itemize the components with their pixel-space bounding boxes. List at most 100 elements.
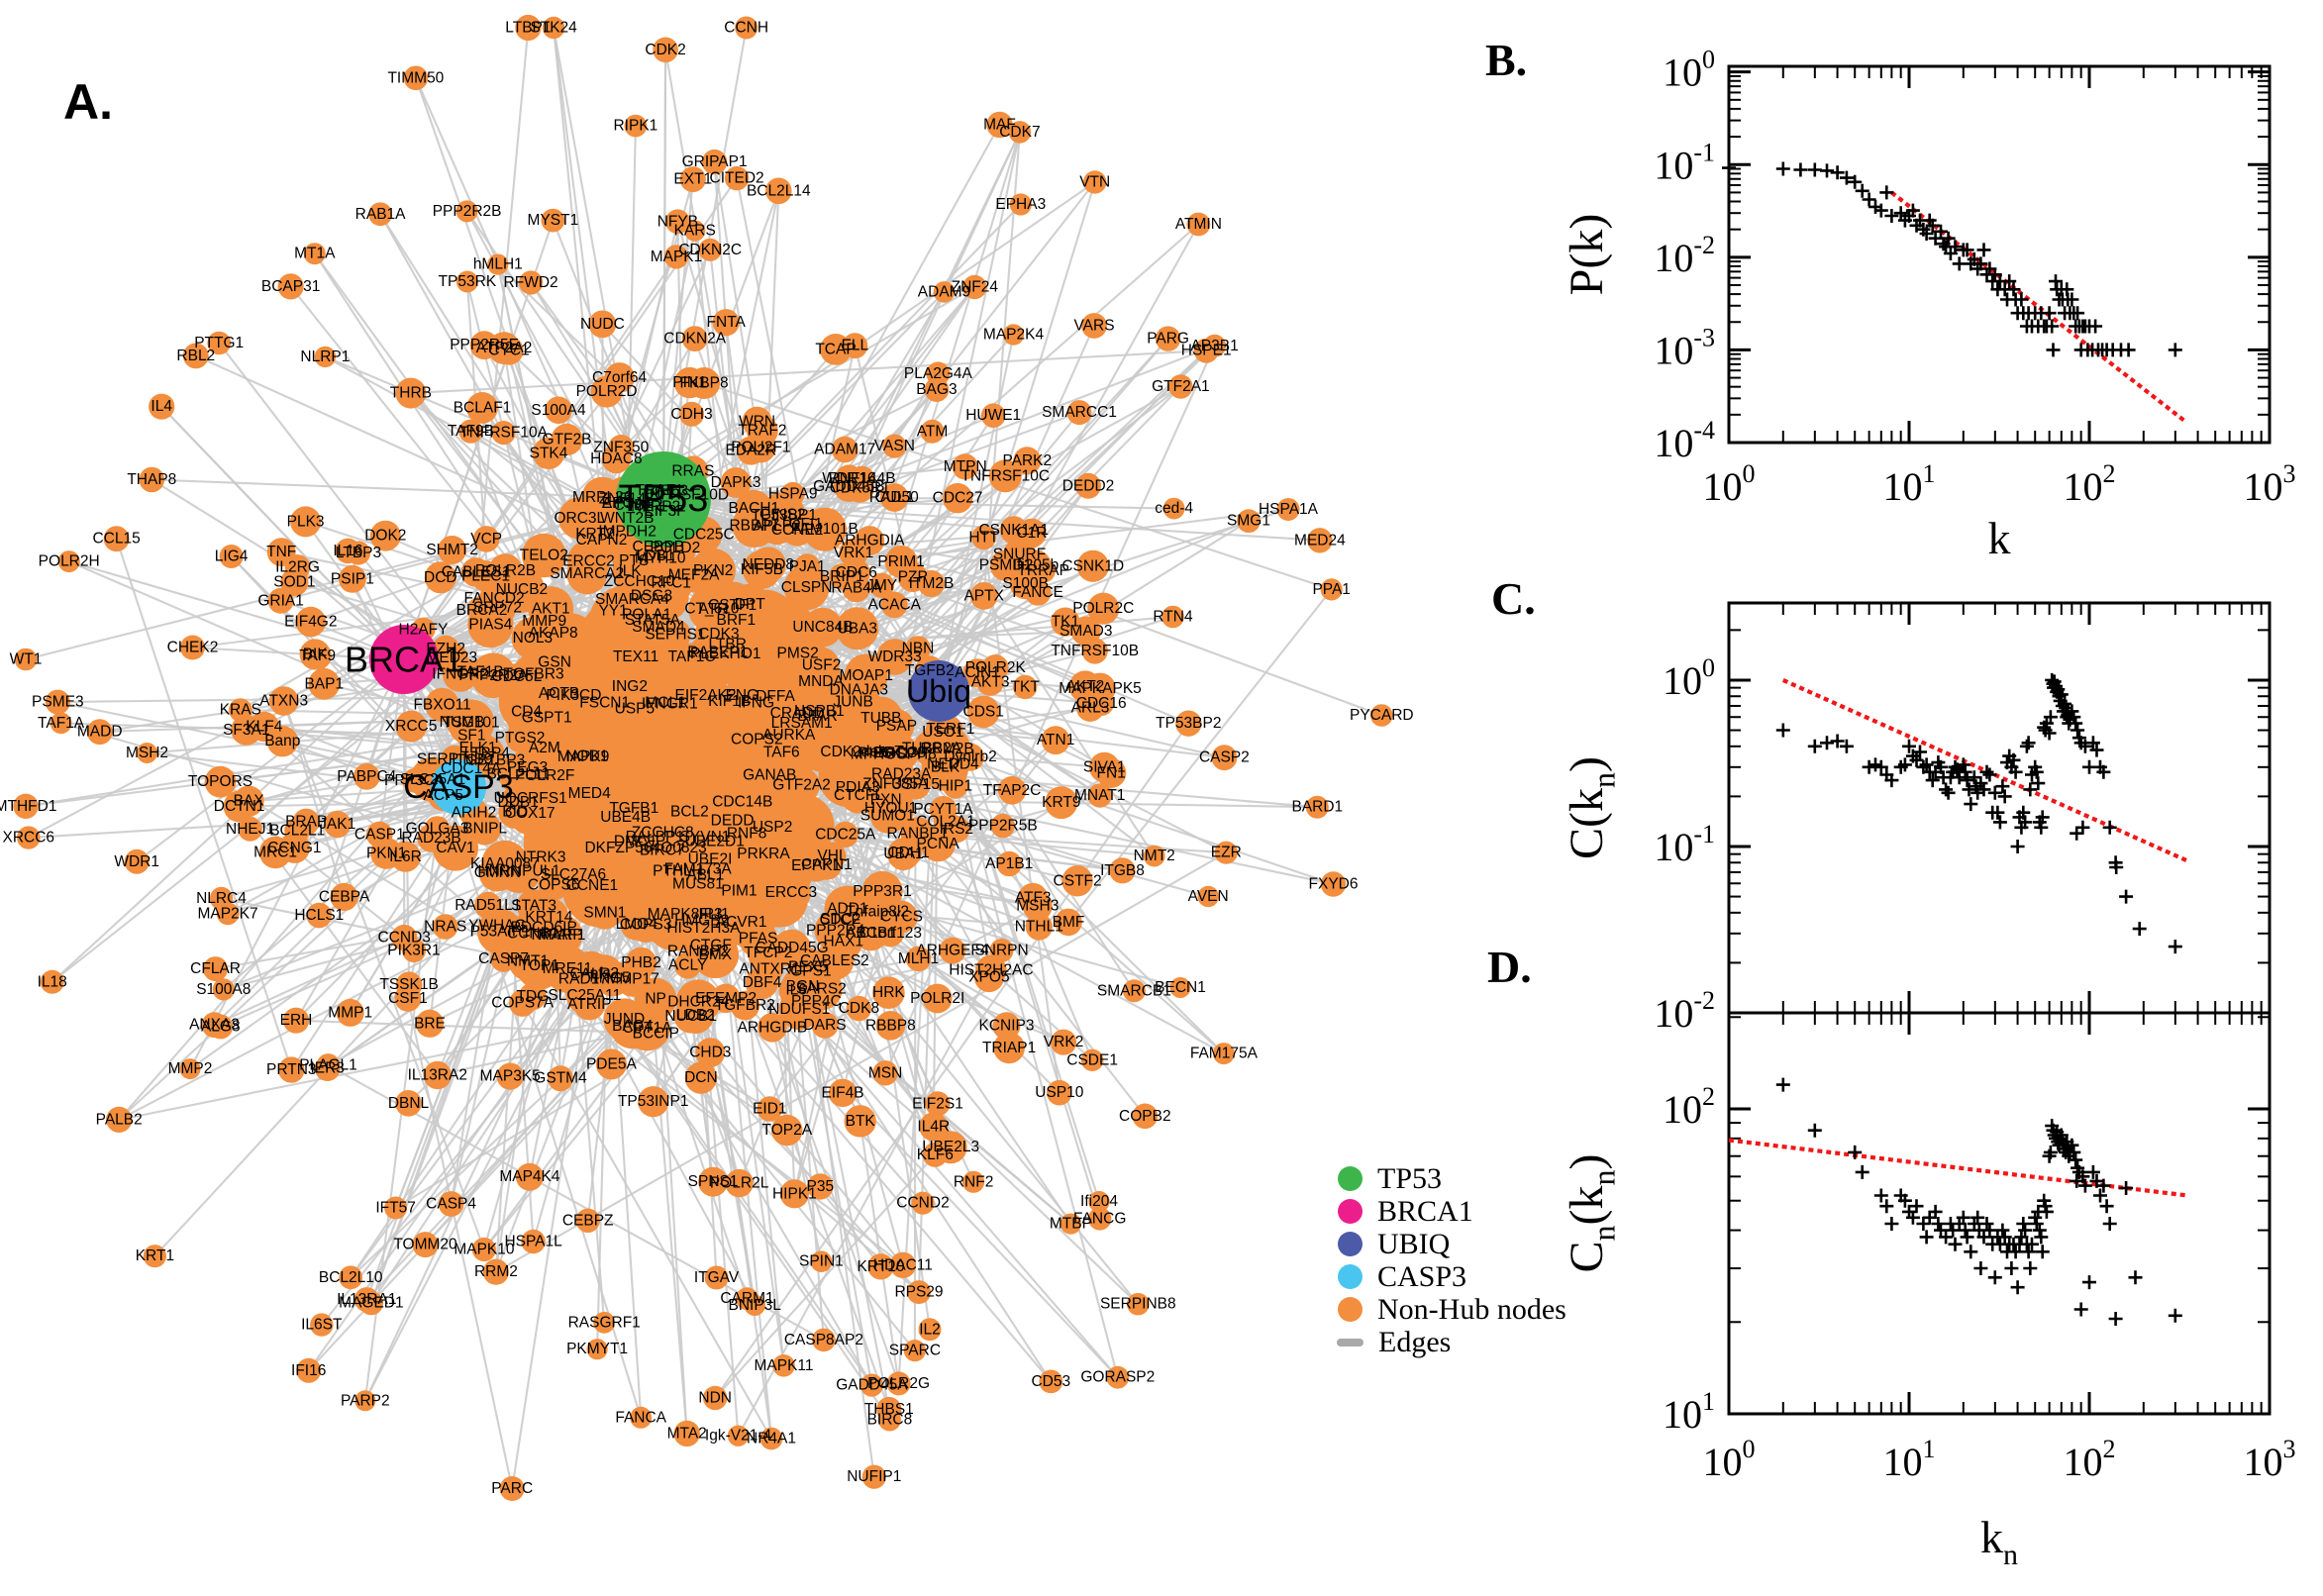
network-node-label: CAV1 <box>436 840 474 856</box>
network-node <box>1305 795 1329 819</box>
network-node-label: PDCD6IP <box>511 919 577 936</box>
network-node-label: AURKA <box>762 727 816 744</box>
network-node <box>542 16 565 40</box>
network-node-label: MPHOSPH8 <box>851 747 937 763</box>
network-node <box>920 419 945 444</box>
network-node <box>616 690 654 728</box>
plot-frame <box>1727 601 2272 1015</box>
network-node-label: RAB4A <box>831 579 881 596</box>
network-node-label: ATRIP <box>567 996 612 1013</box>
network-node <box>697 632 738 673</box>
network-node-label: BCL2 <box>670 804 709 821</box>
network-node-label: BARD1 <box>1291 799 1343 816</box>
nonhub-color-dot <box>1338 1297 1363 1322</box>
network-node-label: ACLY <box>668 957 707 974</box>
network-node-label: COX17 <box>505 805 556 822</box>
network-node-label: FAM173A <box>664 860 733 877</box>
network-node-label: THRB <box>390 385 432 402</box>
hub-node-label: BRCA1 <box>345 640 463 680</box>
network-node-label: SLC25A1 <box>400 771 465 788</box>
network-node-label: POLR2L <box>710 1175 769 1192</box>
network-node-label: GTF2B <box>543 432 592 449</box>
network-node <box>324 810 352 839</box>
network-node <box>925 1091 951 1117</box>
network-node-label: SPIN1 <box>799 1253 844 1270</box>
network-node-label: KRT2 <box>575 526 614 543</box>
network-node-label: Tnfaip8l2 <box>846 904 909 921</box>
network-node-label: RPS29 <box>894 1284 943 1301</box>
network-node-label: ACIN1 <box>955 664 1000 681</box>
network-node-label: PPP3CA <box>384 772 446 789</box>
network-node <box>703 1385 728 1411</box>
network-node-label: HNRNPUL1 <box>477 863 560 880</box>
network-node <box>867 1253 894 1280</box>
network-node <box>1203 334 1227 357</box>
network-node-label: MTPN <box>944 458 987 475</box>
network-node <box>180 635 205 660</box>
network-node-label: BIRC8 <box>867 1412 913 1429</box>
network-node <box>1276 498 1300 521</box>
network-node-label: NUDC <box>580 316 625 333</box>
network-node-label: CASP8AP2 <box>784 1332 863 1348</box>
network-node-label: CEBPZ <box>562 1212 614 1229</box>
network-node-label: TRRAP <box>1017 562 1069 579</box>
network-node-label: IER3 <box>310 1060 344 1077</box>
network-node-label: PSME3 <box>32 694 84 711</box>
network-node <box>1039 1369 1063 1394</box>
network-node-label: COPS7A <box>491 995 555 1012</box>
network-node-label: PIK3R1 <box>387 942 440 958</box>
network-node-label: AP3B1 <box>1190 338 1238 354</box>
network-node <box>919 1112 949 1142</box>
network-node <box>996 850 1022 877</box>
network-node-label: TGFBR3 <box>503 665 563 682</box>
network-node-label: TAF1B <box>457 664 504 681</box>
network-node <box>663 245 689 269</box>
network-node <box>962 274 987 300</box>
network-node <box>1009 193 1032 216</box>
network-node <box>1076 549 1109 582</box>
tp53-color-dot <box>1338 1166 1363 1191</box>
network-node-label: SNURF <box>993 547 1046 563</box>
network-node-label: CD53 <box>1031 1373 1070 1390</box>
network-node <box>395 377 427 409</box>
network-node <box>1162 605 1184 629</box>
network-node-label: USP5 <box>615 701 656 718</box>
network-node <box>966 695 1000 729</box>
network-node <box>679 850 716 887</box>
network-node-label: RFWD2 <box>504 274 558 291</box>
y-tick-label: 10-1 <box>1654 820 1715 869</box>
legend-item-label: Non-Hub nodes <box>1377 1292 1566 1326</box>
network-node <box>203 956 229 982</box>
network-node-label: IFNGR2 <box>432 666 488 683</box>
network-node <box>1081 638 1108 664</box>
network-node <box>872 976 905 1009</box>
network-node <box>1211 745 1238 771</box>
network-node-label: UBE2L3 <box>922 1139 979 1155</box>
network-node <box>290 506 322 538</box>
network-node <box>814 909 857 952</box>
network-node <box>103 526 130 552</box>
network-node-label: ATN1 <box>1037 732 1074 748</box>
network-node-label: P35 <box>807 1178 835 1195</box>
network-node-label: TKT <box>1011 678 1041 695</box>
network-node-label: CT_610 <box>684 601 740 618</box>
network-node-label: RANBP1 <box>886 826 948 843</box>
network-node <box>515 14 542 42</box>
network-node-label: PARG <box>1147 331 1189 348</box>
network-node <box>455 270 478 293</box>
network-node-label: Dynlrb2 <box>944 748 996 765</box>
y-tick-label: 10-3 <box>1654 323 1715 372</box>
y-tick-label: 100 <box>1663 46 1715 95</box>
network-node-label: NLRC4 <box>196 890 247 907</box>
network-node-label: PIAS4 <box>468 617 512 634</box>
network-node-label: NDN <box>698 1390 732 1407</box>
network-node <box>674 951 702 979</box>
network-node-label: S100A8 <box>196 981 251 998</box>
network-node-label: MUS81 <box>672 876 724 893</box>
network-node <box>266 538 296 567</box>
network-node-label: PPP2R4 <box>806 923 865 940</box>
network-node-label: JUNB <box>833 693 872 710</box>
network-node-label: RAD17 <box>558 971 608 988</box>
network-node-label: PTHLH <box>653 862 703 879</box>
network-node-label: CEBPB <box>633 539 685 555</box>
